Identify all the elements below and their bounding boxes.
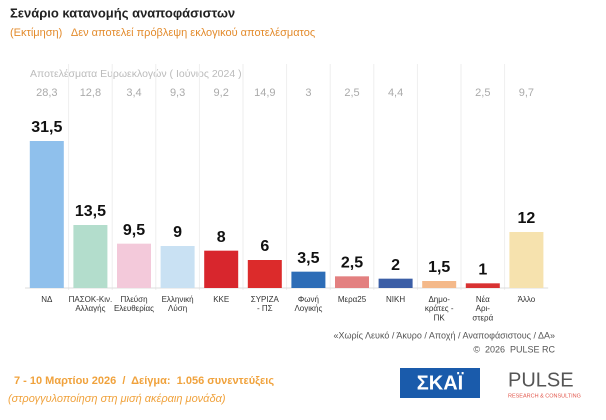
bar [204,250,239,288]
value-label: 3,5 [297,250,319,267]
bar [29,141,64,288]
reference-value: 9,2 [214,87,229,99]
reference-legend: Αποτελέσματα Ευρωεκλογών ( Ιούνιος 2024 … [30,68,242,80]
value-label: 6 [260,238,269,255]
reference-value: 2,5 [344,87,359,99]
bar [73,225,108,288]
reference-value: 4,4 [388,87,403,99]
bar [291,271,326,288]
category-label: ΠΑΣΟΚ-Κιν. Αλλαγής [69,295,113,313]
reference-value: 9,3 [170,87,185,99]
pulse-logo-sub: RESEARCH & CONSULTING [508,393,581,399]
bar [509,232,544,288]
category-label: Μερα25 [338,295,367,304]
chart-title: Σενάριο κατανομής αναποφάσιστων [10,5,235,20]
reference-value: 3,4 [126,87,141,99]
category-label: ΣΥΡΙΖΑ - ΠΣ [251,295,280,313]
footer: 7 - 10 Μαρτίου 2026 / Δείγμα: 1.056 συνε… [14,375,274,387]
skai-logo: ΣΚΑΪ [417,371,464,394]
value-label: 1,5 [428,259,450,276]
value-label: 31,5 [31,119,62,136]
reference-value: 28,3 [36,87,57,99]
bar [465,283,500,288]
bar [160,246,195,288]
value-label: 8 [217,229,226,246]
value-label: 12 [518,210,536,227]
category-label: ΝΙΚΗ [386,295,405,304]
bar [247,260,282,288]
reference-value: 14,9 [254,87,275,99]
category-label: Άλλο [518,295,536,304]
reference-value: 2,5 [475,87,490,99]
footer-note: (στρογγυλοποίηση στη μισή ακέραιη μονάδα… [8,393,226,405]
value-label: 9,5 [123,222,145,239]
bar [422,281,457,288]
skai-logo-box [400,368,480,398]
category-label: ΝΔ [41,295,53,304]
reference-value: 12,8 [80,87,101,99]
value-label: 2,5 [341,255,363,272]
category-label: Πλεύση Ελευθερίας [114,295,154,313]
bar [335,276,369,288]
bar [117,243,151,288]
reference-value: 9,7 [519,87,534,99]
pulse-logo: PULSE [508,369,574,391]
chart-subtitle: (Εκτίμηση) Δεν αποτελεί πρόβλεψη εκλογικ… [10,27,315,39]
category-label: Φωνή Λογικής [294,295,322,313]
value-label: 2 [391,257,400,274]
note: «Χωρίς Λευκό / Άκυρο / Αποχή / Αναποφάσι… [334,330,555,340]
category-label: Ελληνική Λύση [162,295,194,313]
value-label: 1 [478,262,487,279]
value-label: 9 [173,224,182,241]
bar [378,278,413,288]
category-label: ΚΚΕ [213,295,229,304]
category-label: Δημο-κράτες -ΠΚ [425,295,454,322]
reference-value: 3 [305,87,311,99]
copyright: © 2026 PULSE RC [473,344,555,354]
value-label: 13,5 [75,203,106,220]
category-label: Νέα Αρι-στερά [472,295,493,322]
